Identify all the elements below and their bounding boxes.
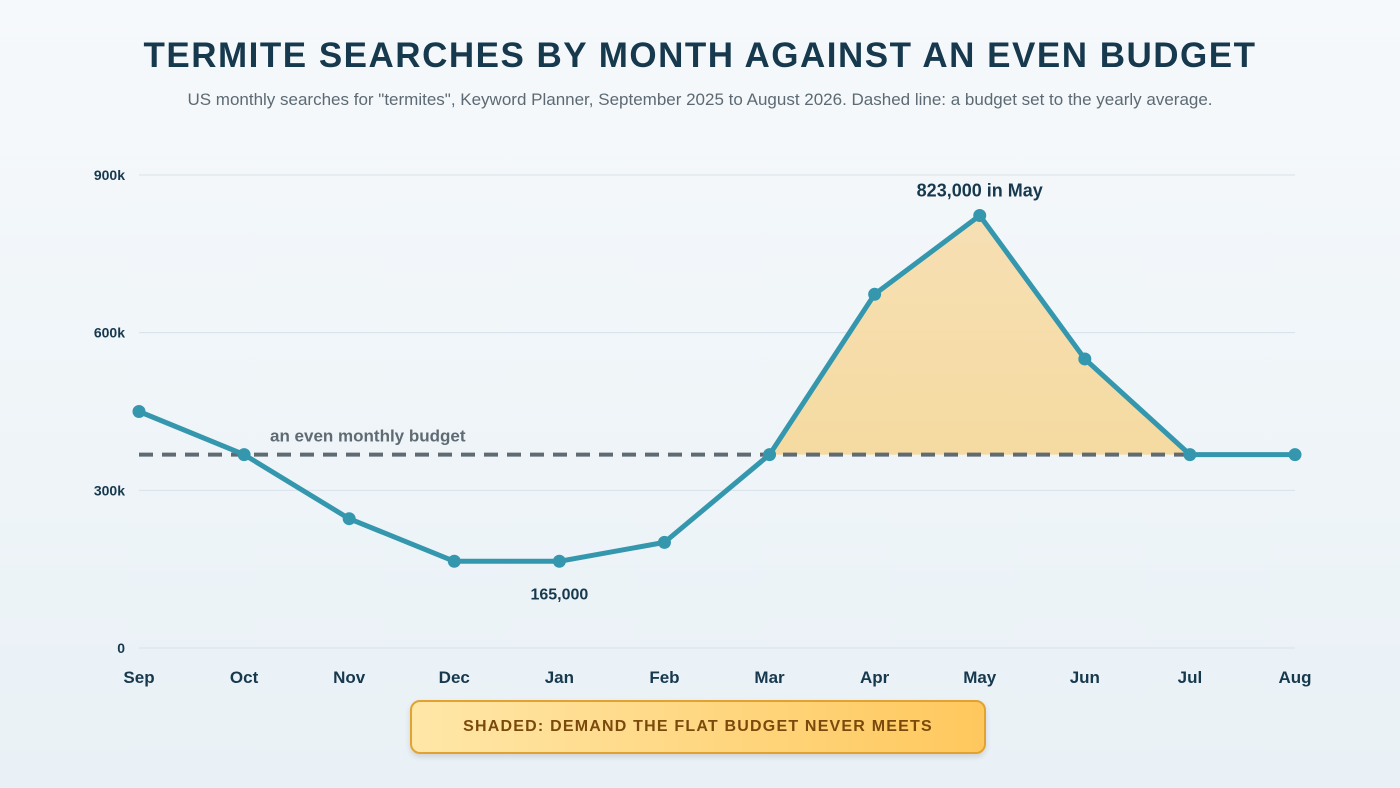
data-point-dec (447, 554, 461, 568)
data-point-sep (132, 405, 146, 418)
data-point-feb (657, 535, 671, 549)
chart-subtitle: US monthly searches for "termites", Keyw… (187, 90, 1213, 109)
x-tick-label: Jul (1178, 668, 1203, 687)
data-point-mar (763, 448, 777, 462)
data-point-apr (868, 287, 882, 301)
y-tick-label: 0 (117, 640, 125, 656)
data-label-jan: 165,000 (530, 586, 588, 603)
data-point-may (973, 208, 987, 222)
x-tick-label: May (963, 668, 997, 687)
data-point-jul (1183, 448, 1197, 462)
x-tick-label: Jun (1070, 668, 1100, 687)
y-tick-label: 900k (94, 167, 125, 183)
x-tick-label: Feb (649, 668, 679, 687)
data-point-jan (552, 554, 566, 568)
data-point-aug (1288, 448, 1302, 462)
shaded-excess-demand-area (769, 215, 1190, 455)
shaded-area-callout: SHADED: DEMAND THE FLAT BUDGET NEVER MEE… (410, 700, 986, 754)
y-tick-label: 600k (94, 325, 125, 341)
series-line (136, 212, 1298, 564)
x-tick-label: Jan (545, 668, 574, 687)
x-tick-label: Nov (333, 668, 366, 687)
chart-title: TERMITE SEARCHES BY MONTH AGAINST AN EVE… (143, 36, 1257, 75)
x-tick-label: Sep (123, 668, 154, 687)
budget-label: an even monthly budget (270, 427, 466, 446)
x-tick-label: Oct (230, 668, 259, 687)
x-tick-label: Dec (439, 668, 470, 687)
data-point-nov (342, 512, 356, 526)
data-point-jun (1078, 352, 1092, 366)
data-label-may: 823,000 in May (917, 180, 1043, 200)
y-tick-label: 300k (94, 482, 125, 498)
x-tick-label: Mar (754, 668, 785, 687)
x-tick-label: Aug (1278, 668, 1311, 687)
x-tick-label: Apr (860, 668, 890, 687)
data-point-oct (237, 448, 251, 462)
